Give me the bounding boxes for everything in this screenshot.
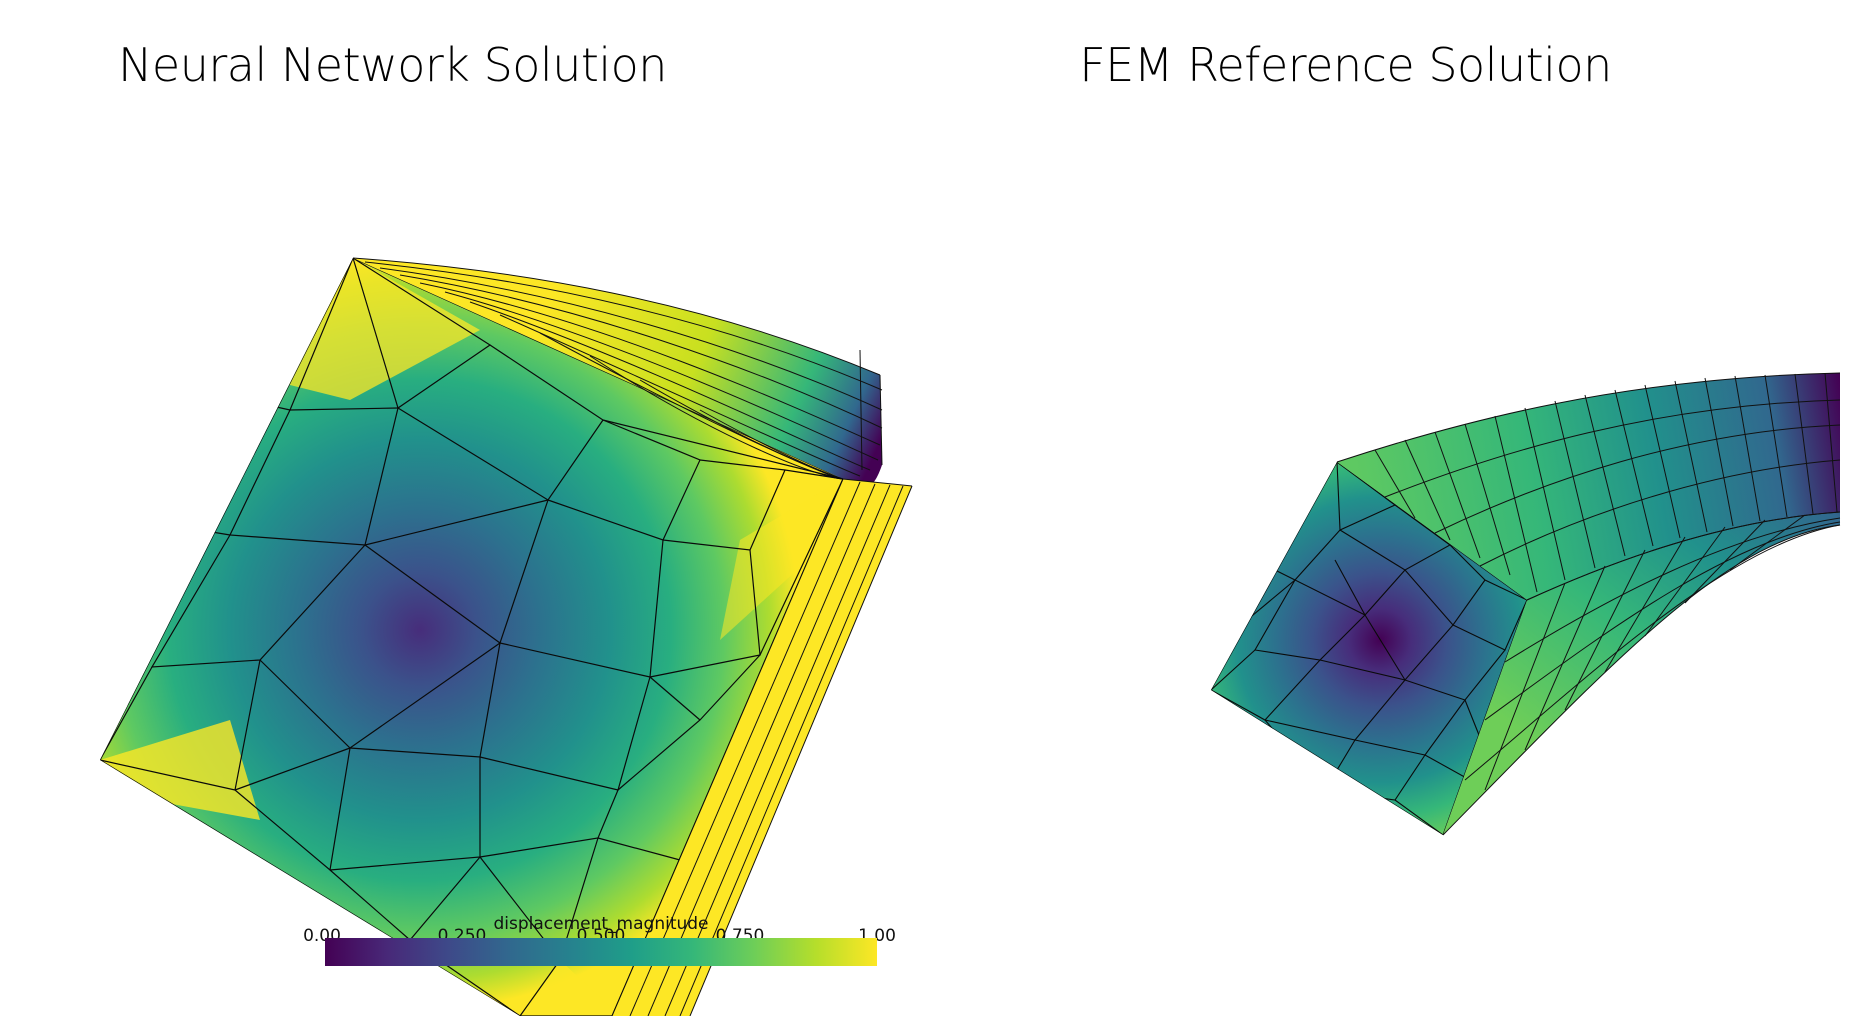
fem-side-mesh-lines: [1442, 511, 1841, 836]
nn-front-face: [100, 258, 843, 1016]
fem-top-surface: [1337, 373, 1840, 600]
right-viewport[interactable]: FEM Reference Solution: [925, 0, 1850, 1016]
nn-face-mesh-lines: [100, 258, 843, 1016]
nn-top-surface: [353, 258, 882, 488]
colorbar-title: displacement_magnitude: [493, 914, 709, 934]
colorbar-gradient: [325, 938, 877, 966]
left-panel-title: Neural Network Solution: [118, 38, 667, 92]
nn-top-mesh-lines: [352, 257, 883, 480]
right-panel-title: FEM Reference Solution: [1079, 38, 1612, 92]
nn-side-surface: [612, 479, 912, 1016]
fem-side-surface: [1443, 512, 1840, 835]
fem-front-face: [1211, 462, 1527, 835]
left-viewport[interactable]: Neural Network Solution: [0, 0, 925, 1016]
neural-network-mesh-render[interactable]: [0, 0, 925, 1016]
nn-face-highlights: [100, 258, 843, 1016]
fem-reference-mesh-render[interactable]: [925, 0, 1850, 1016]
